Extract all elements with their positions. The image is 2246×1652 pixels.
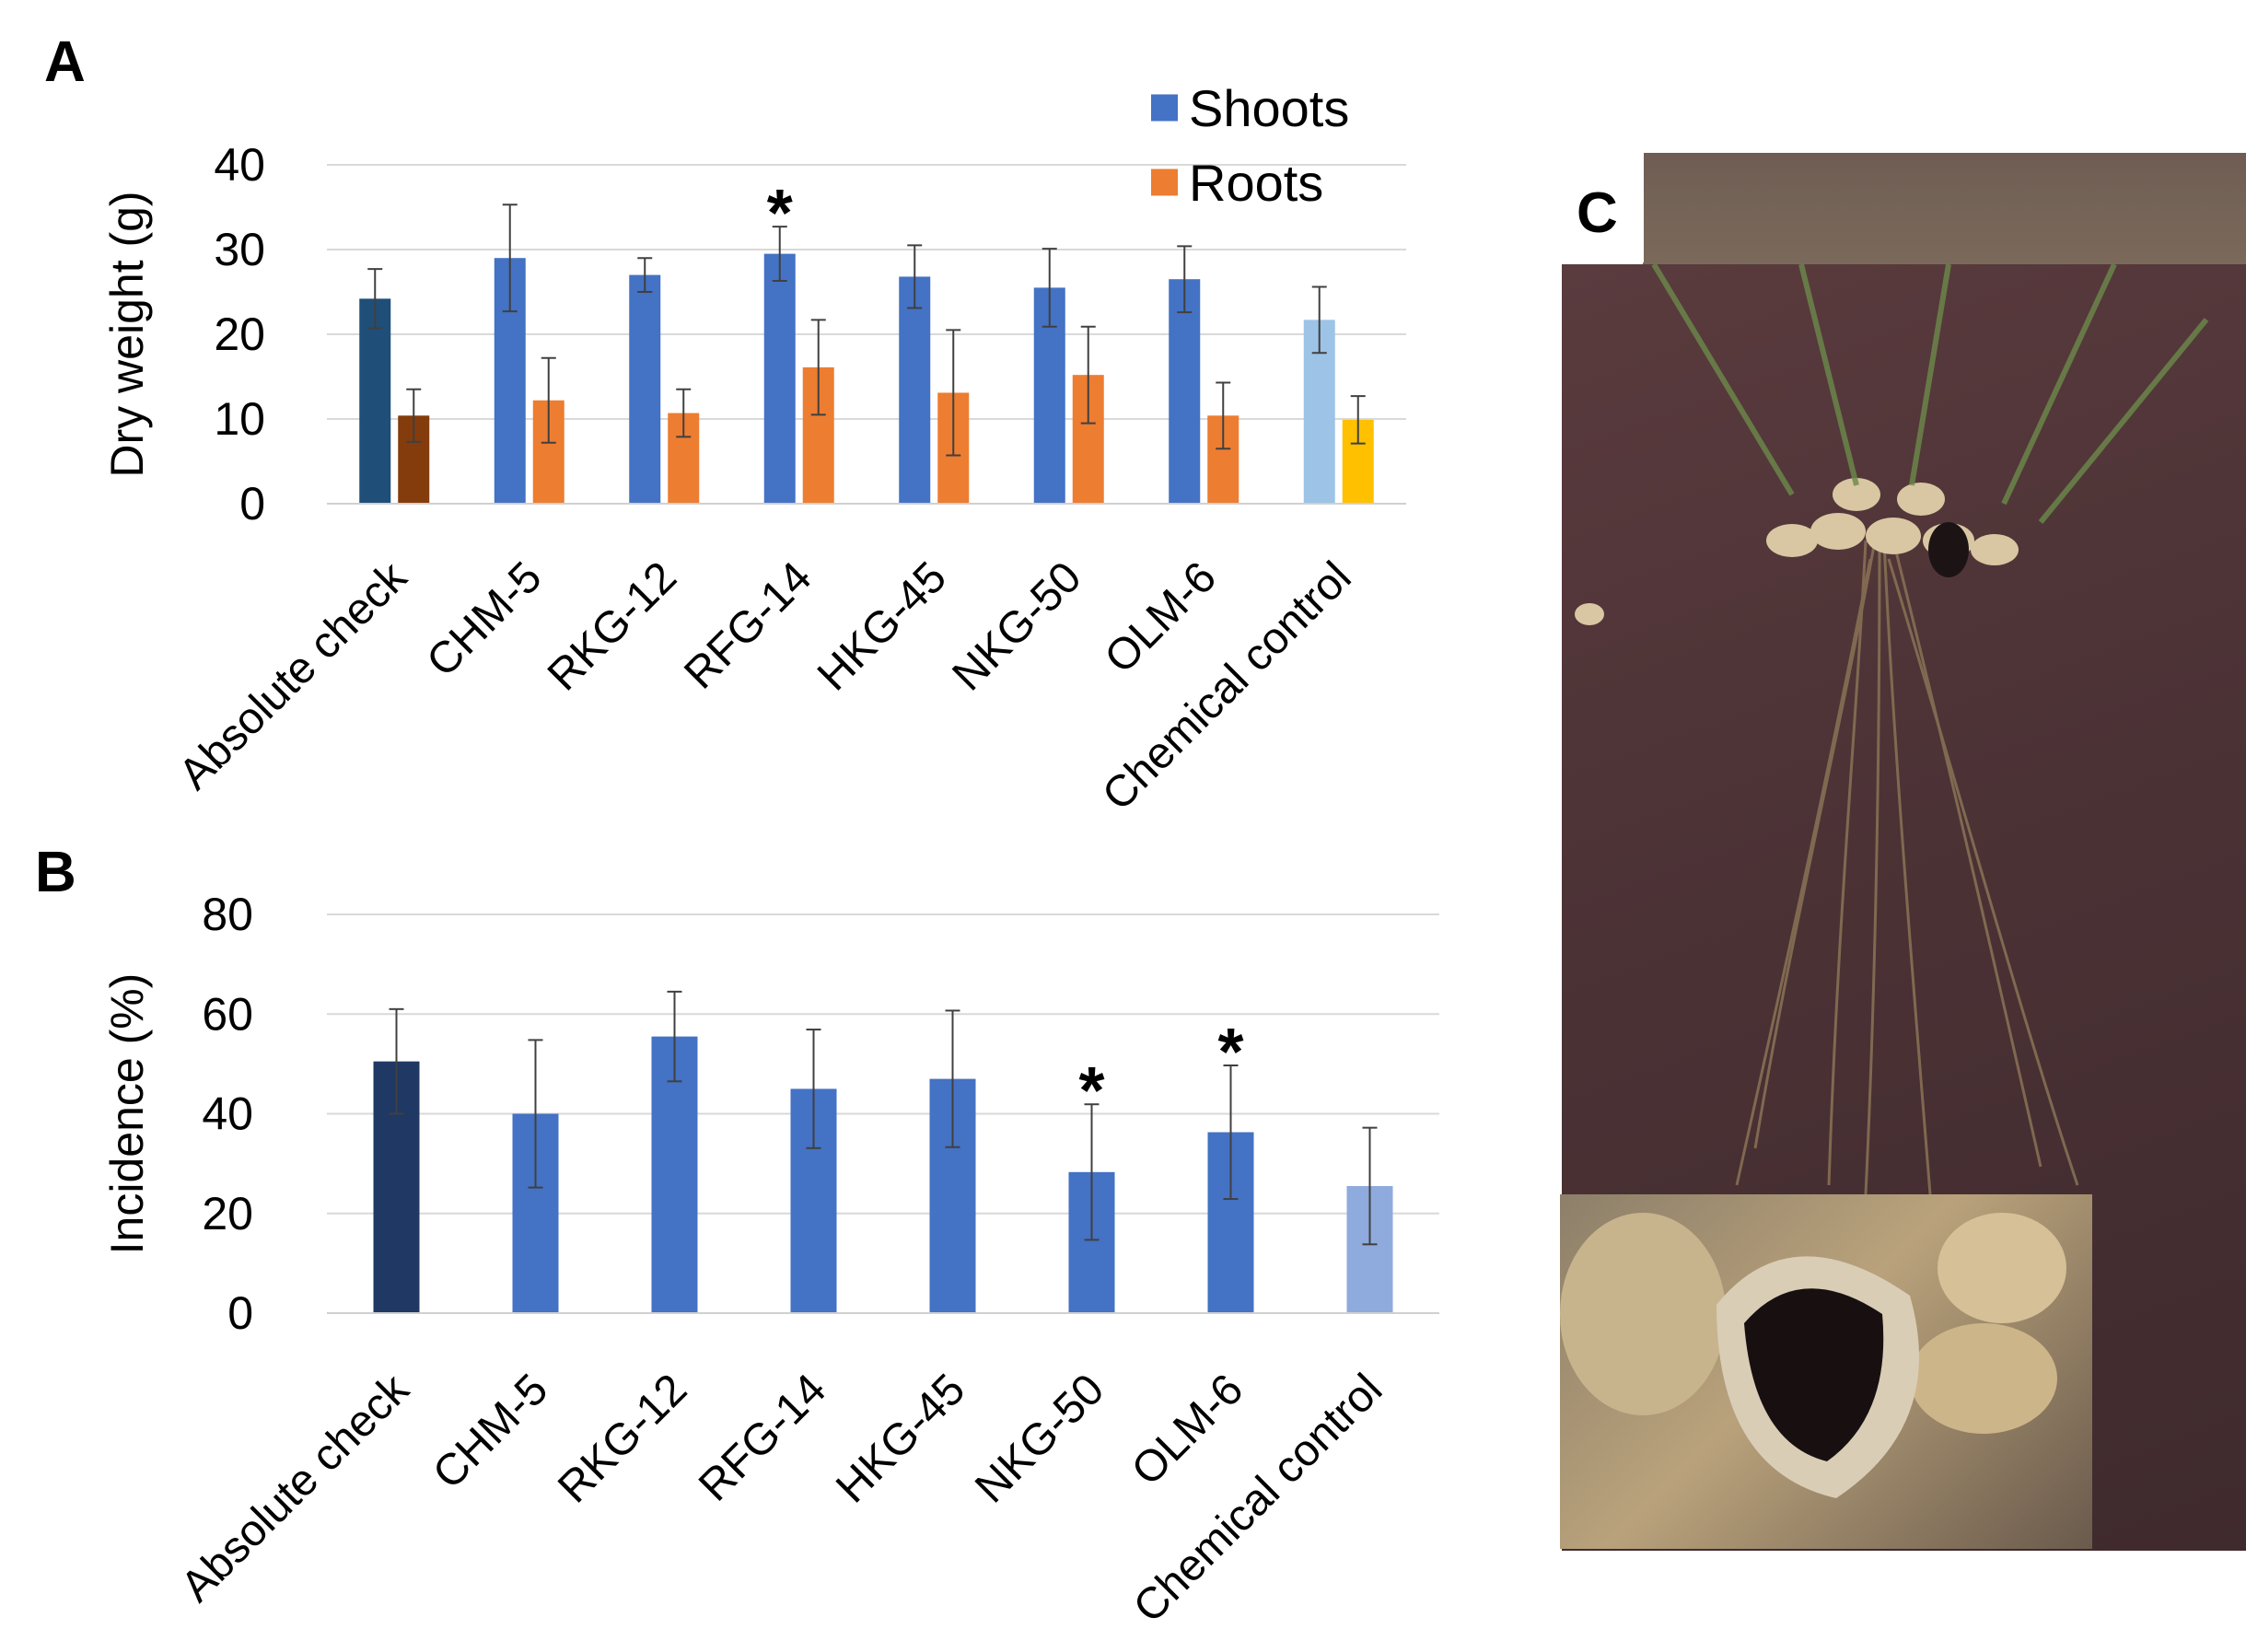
y-tick-label: 60 [202, 988, 253, 1040]
infected-pod-inset-photo [1560, 1194, 2092, 1549]
y-tick-label: 40 [202, 1088, 253, 1140]
y-tick-label: 20 [202, 1188, 253, 1239]
y-axis-label: Incidence (%) [101, 973, 153, 1255]
y-tick-label: 20 [214, 308, 265, 360]
y-tick-label: 10 [214, 393, 265, 445]
bar [359, 298, 391, 504]
y-axis-label: Dry weight (g) [101, 191, 153, 477]
peanut-plant-photo-top [1643, 153, 2246, 268]
y-tick-label: 0 [239, 478, 265, 529]
significance-asterisk: * [1217, 1016, 1243, 1089]
bar [1169, 279, 1201, 504]
significance-asterisk: * [767, 177, 793, 250]
legend-label: Shoots [1189, 79, 1349, 137]
y-tick-label: 40 [214, 139, 265, 191]
significance-asterisk: * [1078, 1054, 1104, 1128]
legend: Shoots Roots [1151, 79, 1349, 212]
panel-b-letter: B [35, 841, 76, 904]
legend-label: Roots [1189, 154, 1323, 212]
bar [899, 276, 931, 504]
y-tick-label: 30 [214, 224, 265, 275]
panel-c-letter: C [1577, 181, 1618, 245]
panel-c-label-box [1561, 152, 1644, 262]
bar [629, 274, 661, 504]
panel-a-letter: A [44, 30, 86, 94]
y-tick-label: 80 [202, 889, 253, 940]
legend-swatch [1151, 169, 1178, 196]
bar [763, 253, 796, 504]
bar [651, 1036, 698, 1313]
y-tick-label: 0 [227, 1287, 253, 1339]
legend-swatch [1151, 94, 1178, 122]
